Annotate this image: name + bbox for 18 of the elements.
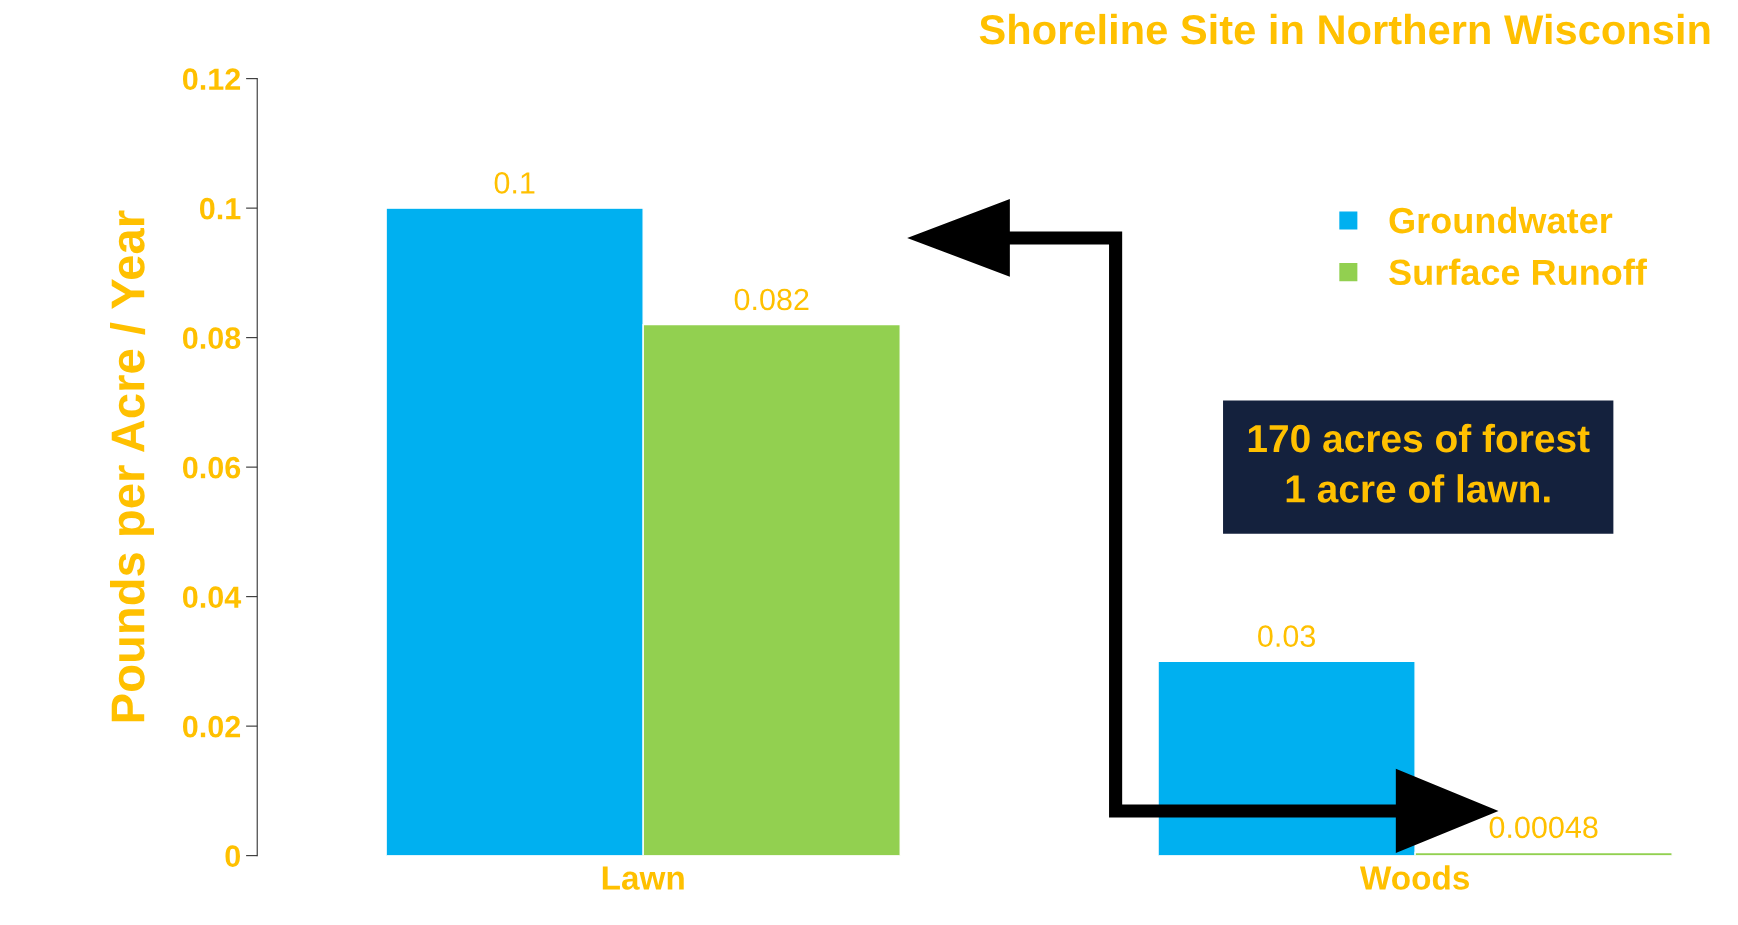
annotation: 170 acres of forest 1 acre of lawn. (1248, 423, 1590, 503)
y-axis-title: Pounds per Acre / Year (109, 210, 155, 722)
y-tick-label: 0 (225, 845, 240, 867)
y-tick-label: 0.08 (183, 327, 241, 349)
legend-label: Surface Runoff (1389, 258, 1647, 286)
y-tick-label: 0.12 (183, 68, 241, 90)
data-label: 0.00048 (1489, 816, 1598, 839)
y-tick-label: 0.1 (199, 197, 241, 220)
x-tick-label: Woods (1359, 865, 1470, 890)
legend-label: Groundwater (1389, 206, 1613, 234)
y-tick-label: 0.04 (183, 586, 242, 608)
data-label: 0.082 (734, 288, 809, 311)
x-tick-label: Lawn (602, 866, 684, 890)
data-label: 0.1 (494, 172, 535, 194)
y-tick-label: 0.06 (183, 456, 241, 479)
y-tick-label: 0.02 (183, 715, 241, 738)
data-label: 0.03 (1258, 625, 1315, 647)
chart-title: Shoreline Site in Northern Wisconsin (979, 13, 1710, 45)
